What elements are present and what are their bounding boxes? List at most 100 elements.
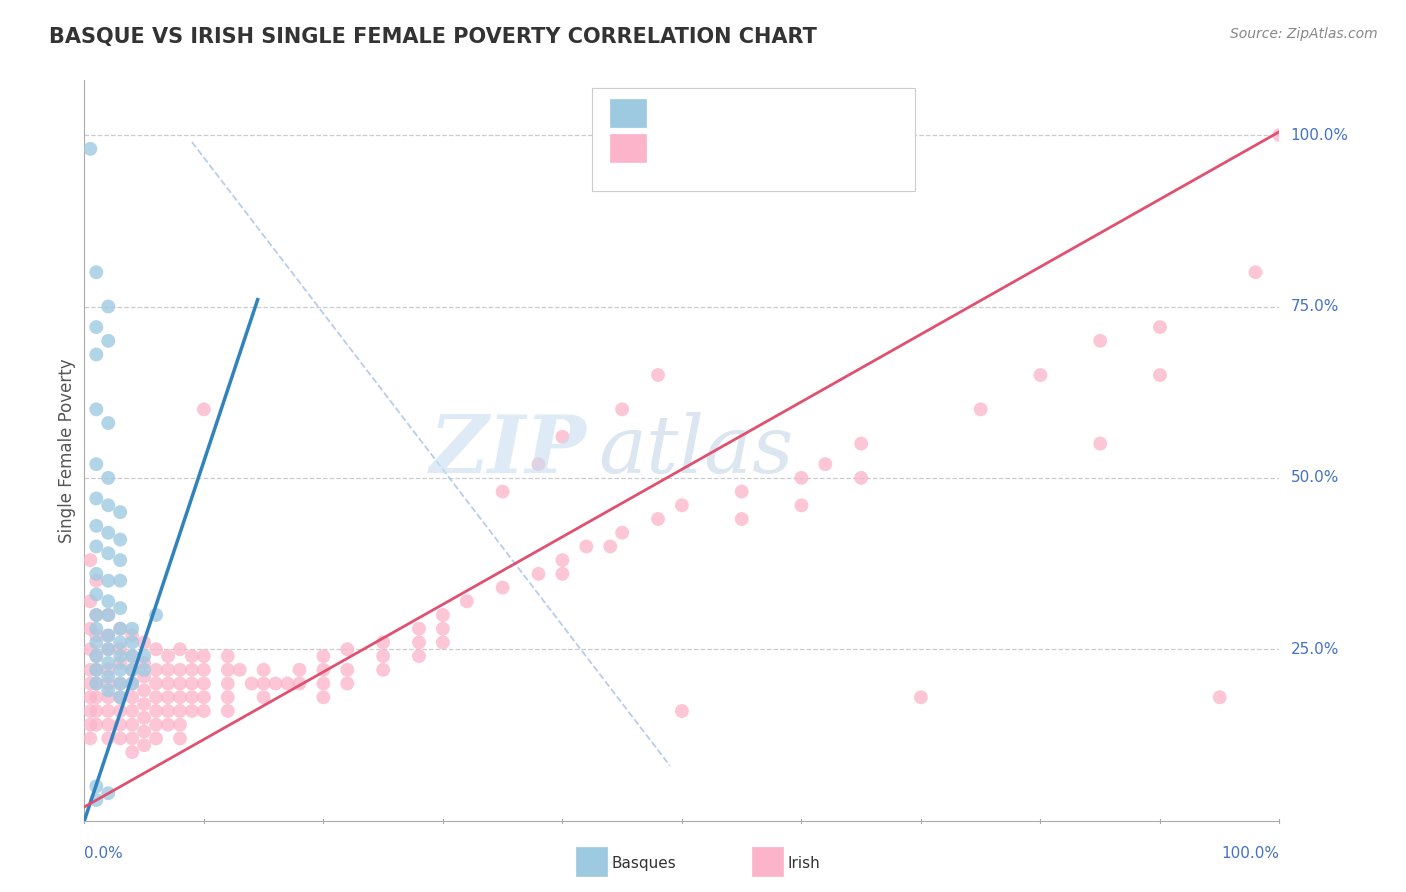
Point — [527, 457, 550, 471]
Point — [253, 676, 276, 690]
Bar — [610, 99, 647, 127]
Point — [86, 663, 108, 677]
Point — [110, 642, 132, 657]
Point — [86, 491, 108, 506]
Point — [145, 704, 167, 718]
Point — [79, 731, 101, 746]
Point — [79, 676, 101, 690]
Point — [157, 690, 180, 705]
Text: R = 0.662  N = 127: R = 0.662 N = 127 — [655, 138, 846, 157]
Point — [97, 628, 120, 642]
Point — [97, 300, 120, 314]
Point — [336, 676, 359, 690]
Point — [132, 670, 156, 684]
Text: 100.0%: 100.0% — [1222, 846, 1279, 861]
Point — [110, 553, 132, 567]
Text: 0.0%: 0.0% — [84, 846, 124, 861]
Point — [97, 594, 120, 608]
Point — [97, 670, 120, 684]
Point — [217, 649, 239, 664]
Point — [432, 607, 454, 622]
Point — [217, 690, 239, 705]
Point — [456, 594, 478, 608]
Point — [86, 347, 108, 361]
Point — [132, 711, 156, 725]
Point — [264, 676, 287, 690]
Point — [145, 642, 167, 657]
Point — [110, 676, 132, 690]
Point — [86, 676, 108, 690]
Point — [121, 676, 143, 690]
Point — [97, 642, 120, 657]
Point — [145, 607, 167, 622]
Point — [86, 607, 108, 622]
Point — [253, 663, 276, 677]
Point — [790, 498, 813, 512]
Point — [97, 656, 120, 670]
Point — [312, 663, 335, 677]
Text: ZIP: ZIP — [429, 412, 586, 489]
Point — [110, 676, 132, 690]
Point — [240, 676, 263, 690]
Point — [181, 676, 204, 690]
Point — [97, 498, 120, 512]
Point — [110, 731, 132, 746]
Point — [86, 649, 108, 664]
Point — [79, 553, 101, 567]
Point — [145, 663, 167, 677]
Point — [97, 628, 120, 642]
Point — [851, 471, 873, 485]
Point — [157, 649, 180, 664]
Point — [110, 601, 132, 615]
Point — [86, 628, 108, 642]
Point — [551, 430, 574, 444]
Point — [169, 704, 191, 718]
Point — [97, 717, 120, 731]
Point — [121, 676, 143, 690]
Point — [121, 649, 143, 664]
Point — [217, 663, 239, 677]
Point — [86, 519, 108, 533]
Point — [814, 457, 837, 471]
Point — [575, 540, 598, 554]
Point — [132, 635, 156, 649]
Point — [86, 676, 108, 690]
Point — [1244, 265, 1267, 279]
Point — [132, 663, 156, 677]
Point — [408, 635, 430, 649]
Point — [169, 663, 191, 677]
FancyBboxPatch shape — [592, 87, 915, 191]
Point — [86, 649, 108, 664]
Bar — [610, 134, 647, 161]
Point — [373, 649, 395, 664]
Point — [110, 717, 132, 731]
Point — [110, 690, 132, 705]
Point — [86, 402, 108, 417]
Point — [169, 676, 191, 690]
Point — [110, 622, 132, 636]
Point — [671, 498, 693, 512]
Point — [86, 780, 108, 794]
Point — [121, 690, 143, 705]
Point — [97, 471, 120, 485]
Point — [86, 574, 108, 588]
Point — [647, 368, 669, 382]
Point — [1029, 368, 1052, 382]
Point — [612, 525, 634, 540]
Point — [492, 484, 515, 499]
Point — [169, 731, 191, 746]
Text: atlas: atlas — [599, 412, 793, 489]
Point — [612, 402, 634, 417]
Point — [181, 663, 204, 677]
Point — [408, 649, 430, 664]
Point — [97, 334, 120, 348]
Point — [217, 704, 239, 718]
Point — [253, 690, 276, 705]
Point — [97, 546, 120, 560]
Point — [110, 635, 132, 649]
Point — [79, 142, 101, 156]
Point — [181, 690, 204, 705]
Point — [121, 649, 143, 664]
Text: Irish: Irish — [787, 856, 820, 871]
Point — [193, 663, 215, 677]
